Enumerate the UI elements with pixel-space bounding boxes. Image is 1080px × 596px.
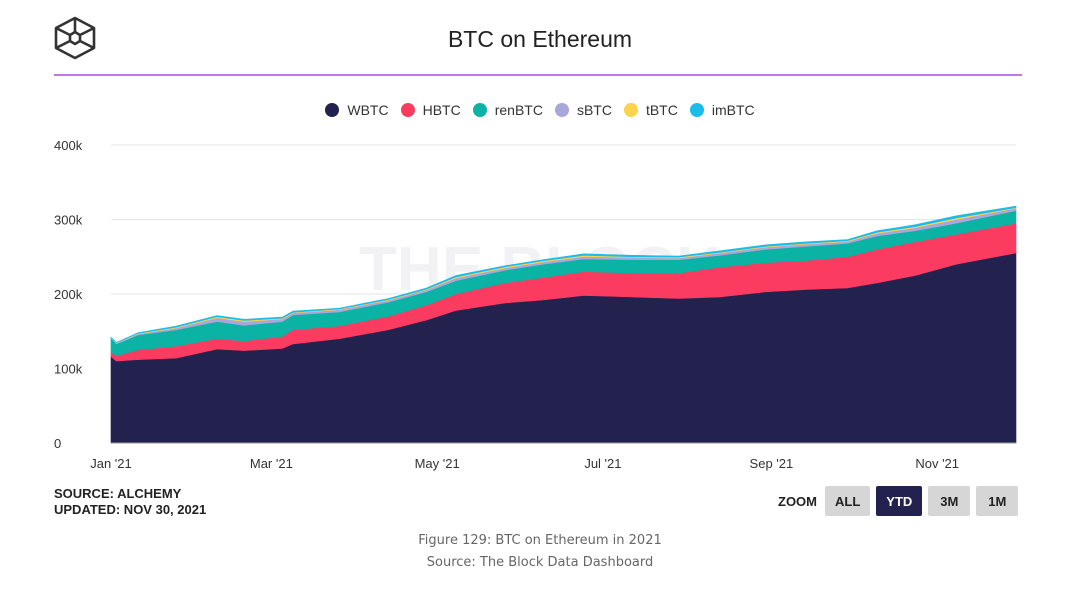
x-tick-label: Jan '21 xyxy=(90,456,132,471)
figure-caption: Figure 129: BTC on Ethereum in 2021 xyxy=(418,533,662,548)
legend-item-hbtc[interactable]: HBTC xyxy=(400,102,461,118)
legend-item-sbtc[interactable]: sBTC xyxy=(554,102,612,118)
title-divider xyxy=(54,74,1022,76)
y-tick-label: 300k xyxy=(54,213,83,228)
zoom-ytd-button[interactable]: YTD xyxy=(876,486,923,516)
legend-label: HBTC xyxy=(422,102,461,118)
legend: WBTC HBTC renBTC sBTC tBTC imBTC xyxy=(0,102,1080,118)
x-tick-label: Mar '21 xyxy=(250,456,293,471)
legend-label: WBTC xyxy=(347,102,389,118)
x-tick-label: Nov '21 xyxy=(915,456,959,471)
legend-marker xyxy=(623,103,638,117)
legend-marker xyxy=(325,103,340,117)
legend-label: tBTC xyxy=(645,102,678,118)
legend-item-wbtc[interactable]: WBTC xyxy=(325,102,389,118)
zoom-3m-button[interactable]: 3M xyxy=(928,486,971,516)
legend-label: sBTC xyxy=(576,102,612,118)
source-info: SOURCE: ALCHEMY UPDATED: NOV 30, 2021 xyxy=(54,486,206,518)
legend-marker xyxy=(400,103,415,117)
x-tick-label: Sep '21 xyxy=(750,456,794,471)
legend-marker xyxy=(554,103,569,117)
legend-marker xyxy=(689,103,704,117)
legend-label: imBTC xyxy=(711,102,755,118)
y-tick-label: 100k xyxy=(54,362,83,377)
zoom-controls: ZOOM ALL YTD 3M 1M xyxy=(778,486,1019,516)
y-tick-label: 200k xyxy=(54,287,83,302)
area-imbtc xyxy=(110,205,1017,344)
updated-label: UPDATED: NOV 30, 2021 xyxy=(54,502,207,517)
legend-marker xyxy=(472,103,487,117)
zoom-all-button[interactable]: ALL xyxy=(825,486,871,516)
x-tick-label: Jul '21 xyxy=(584,456,621,471)
the-block-logo xyxy=(54,16,96,60)
legend-item-renbtc[interactable]: renBTC xyxy=(472,102,543,118)
figure-source: Source: The Block Data Dashboard xyxy=(426,555,654,570)
y-tick-label: 400k xyxy=(54,138,83,153)
x-tick-label: May '21 xyxy=(415,456,460,471)
y-tick-label: 0 xyxy=(54,436,61,451)
zoom-label: ZOOM xyxy=(778,493,817,509)
legend-label: renBTC xyxy=(494,102,543,118)
legend-item-imbtc[interactable]: imBTC xyxy=(689,102,755,118)
zoom-1m-button[interactable]: 1M xyxy=(976,486,1019,516)
chart-title: BTC on Ethereum xyxy=(447,26,633,52)
legend-item-tbtc[interactable]: tBTC xyxy=(623,102,678,118)
source-label: SOURCE: ALCHEMY xyxy=(54,486,182,501)
